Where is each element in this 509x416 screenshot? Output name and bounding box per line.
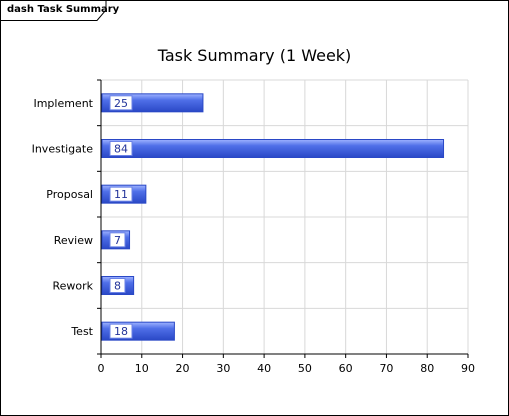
x-tick-labels: 0 10 20 30 40 50 60 70 80 90	[98, 362, 476, 375]
category-label: Investigate	[32, 143, 94, 156]
data-label: 84	[114, 143, 128, 156]
frame-title: dash Task Summary	[7, 4, 120, 15]
category-label: Proposal	[46, 188, 93, 201]
data-label-box	[109, 278, 126, 293]
data-label-box	[109, 186, 133, 202]
data-label-box	[109, 141, 133, 156]
data-label: 8	[114, 280, 121, 293]
category-label: Test	[70, 325, 93, 338]
x-tick-label: 50	[298, 362, 312, 375]
data-label: 11	[114, 188, 128, 201]
category-label: Implement	[33, 97, 93, 110]
x-tick-label: 20	[176, 362, 190, 375]
bars: 25 84 11 7 8 18	[101, 93, 445, 341]
x-tick-label: 0	[98, 362, 105, 375]
category-labels: Implement Investigate Proposal Review Rework…	[32, 97, 94, 338]
data-label: 7	[114, 234, 121, 247]
data-label: 18	[114, 325, 128, 338]
data-label: 25	[114, 97, 128, 110]
x-tick-label: 10	[135, 362, 149, 375]
bar	[101, 139, 445, 158]
x-tick-label: 60	[339, 362, 353, 375]
x-tick-label: 90	[461, 362, 475, 375]
x-tick-label: 80	[420, 362, 434, 375]
x-tick-label: 70	[379, 362, 393, 375]
chart-title: Task Summary (1 Week)	[157, 46, 352, 65]
grid-lines	[97, 79, 469, 358]
data-label-box	[109, 95, 133, 111]
category-label: Review	[54, 234, 93, 247]
x-tick-label: 30	[216, 362, 230, 375]
data-label-box	[109, 232, 126, 248]
x-tick-label: 40	[257, 362, 271, 375]
data-label-box	[109, 323, 133, 339]
category-label: Rework	[52, 280, 93, 293]
